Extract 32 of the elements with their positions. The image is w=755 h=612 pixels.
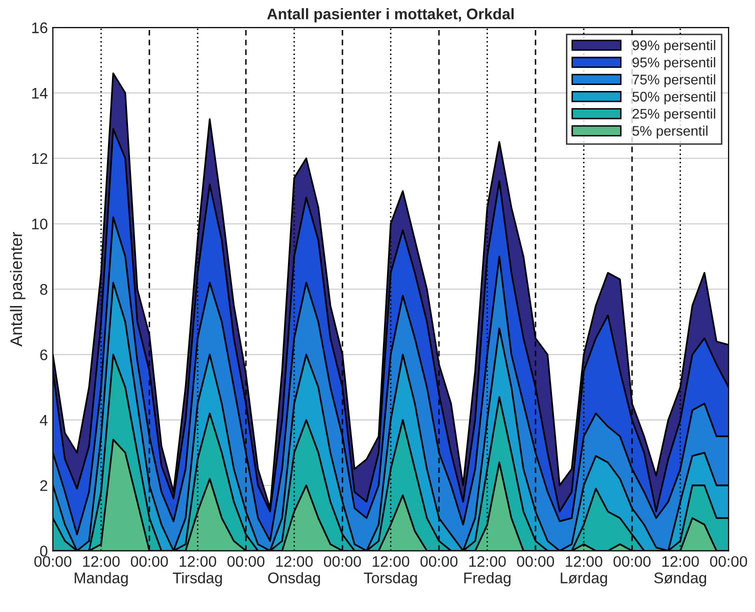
y-tick-label: 8 [40,284,48,295]
x-tick-label: 00:00 [227,556,264,567]
legend-label: 75% persentil [632,74,716,88]
x-tick-label: 12:00 Lørdag [560,556,607,586]
x-tick-label: 12:00 Fredag [464,556,510,586]
y-tick-label: 0 [40,546,48,556]
x-tick-label: 12:00 Mandag [74,556,128,586]
legend-label: 25% persentil [632,108,716,122]
y-tick-label: 12 [32,153,48,164]
x-tick-label: 12:00 Torsdag [364,556,417,586]
x-tick-label: 00:00 [516,556,554,567]
x-tick-label: 00:00 [130,556,168,567]
x-tick-label: 00:00 [420,556,458,567]
x-tick-label: 00:00 [614,556,651,567]
legend-label: 99% persentil [632,40,716,53]
legend-label: 5% persentil [632,126,708,139]
y-tick-label: 4 [40,415,48,426]
legend-label: 95% persentil [632,57,716,70]
legend-label: 50% persentil [632,91,716,104]
y-tick-label: 10 [32,218,48,230]
x-tick-label: 12:00 Tirsdag [172,556,222,586]
x-tick-label: 00:00 [710,556,748,567]
x-tick-label: 12:00 Onsdag [268,556,320,586]
y-tick-label: 16 [32,22,48,34]
y-tick-label: 2 [40,480,48,491]
y-axis-title: Antall pasienter [10,232,26,347]
x-tick-label: 00:00 [324,556,361,567]
chart-title: Antall pasienter i mottaket, Orkdal [267,8,514,22]
x-tick-label: 12:00 Søndag [654,556,706,586]
y-tick-label: 6 [40,349,48,360]
y-tick-label: 14 [32,88,48,98]
x-tick-label: 00:00 [34,556,72,567]
